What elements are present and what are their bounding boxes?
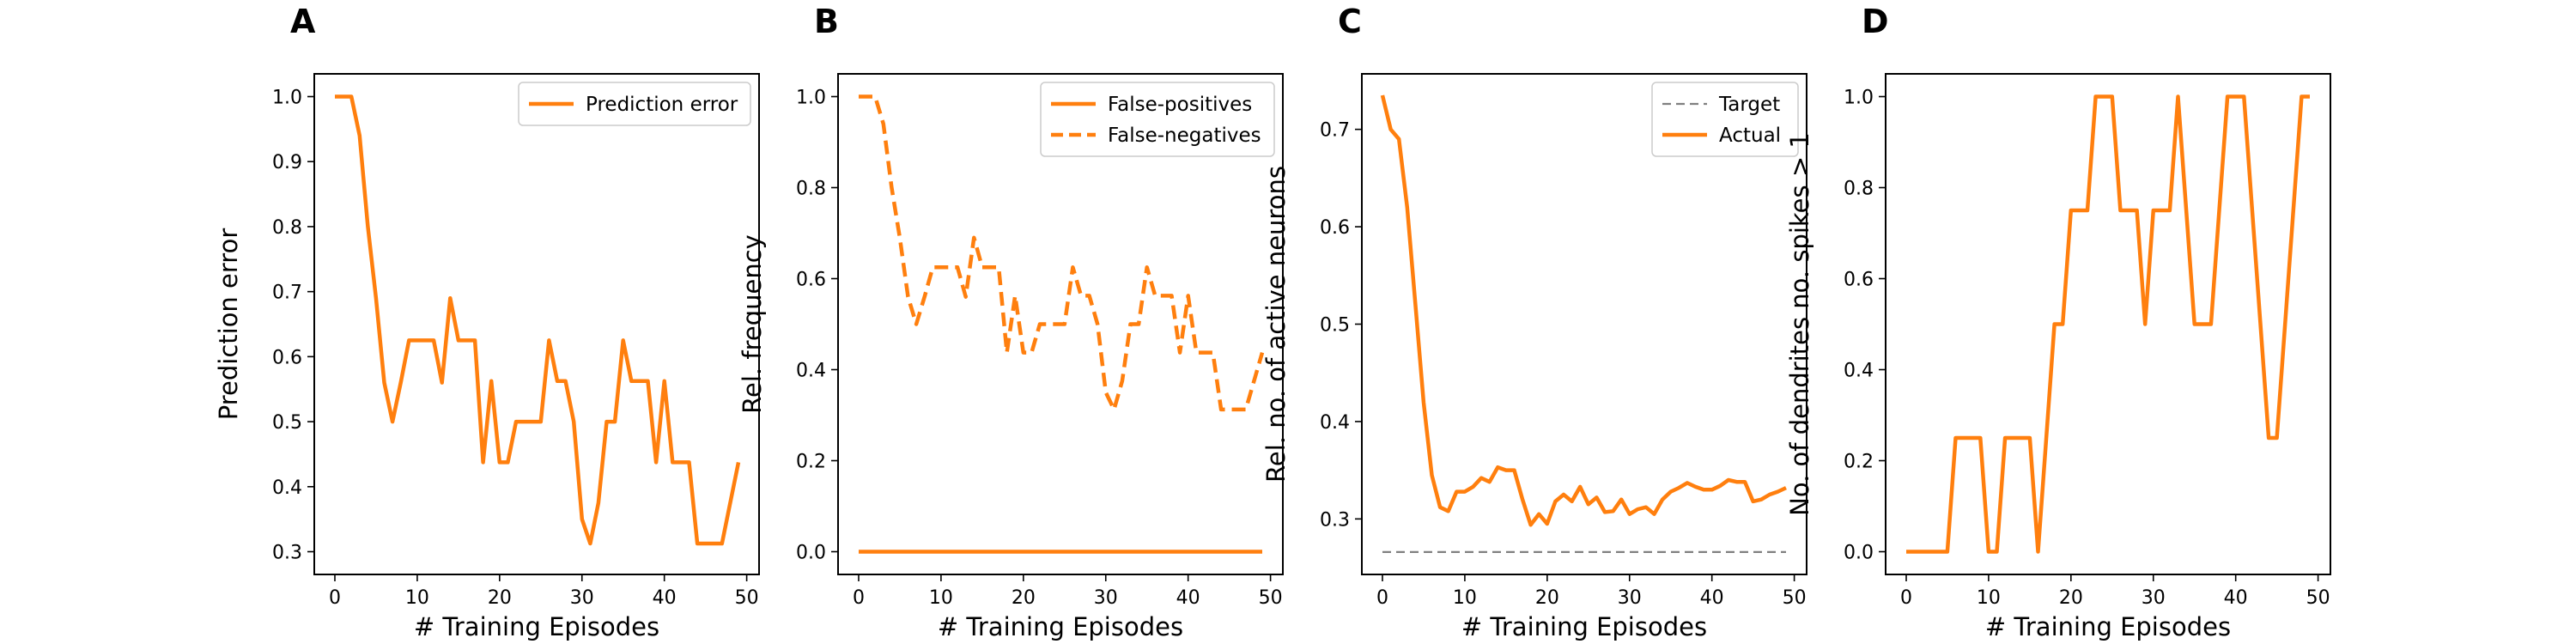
x-tick-label: 10 — [405, 587, 429, 609]
y-tick-label: 0.4 — [1844, 361, 1874, 382]
x-tick-label: 30 — [570, 587, 594, 609]
x-tick-label: 40 — [653, 587, 677, 609]
x-tick-label: 30 — [1618, 587, 1642, 609]
legend: Target Actual — [1651, 82, 1799, 157]
y-tick-label: 0.8 — [272, 217, 302, 239]
x-tick-label: 50 — [2306, 587, 2330, 609]
series-line-actual — [1380, 94, 1787, 527]
y-tick-label: 0.6 — [272, 347, 302, 368]
y-tick-label: 0.5 — [272, 412, 302, 434]
panel-a: A 0 10 20 30 40 50 0.3 0.4 0.5 0.6 0.7 0.8 0.9 1.0 # Tr… — [214, 3, 760, 641]
panel-letter: C — [1338, 3, 1362, 40]
legend-box — [1040, 82, 1275, 157]
x-tick-label: 20 — [488, 587, 512, 609]
y-tick-label: 0.8 — [796, 179, 826, 200]
panel-letter: D — [1862, 3, 1889, 40]
x-tick-label: 40 — [1700, 587, 1724, 609]
legend-box — [1651, 82, 1799, 157]
legend-label: Target — [1718, 94, 1780, 116]
series-line-prediction-error — [335, 94, 741, 546]
y-tick-label: 0.6 — [1844, 270, 1874, 291]
y-axis-label: Prediction error — [214, 228, 243, 421]
legend: Prediction error — [518, 82, 751, 126]
panel-d: D 0 10 20 30 40 50 0.0 0.2 0.4 0.6 0.8 1.0 # Training… — [1785, 3, 2331, 641]
legend-label: Actual — [1719, 125, 1781, 147]
legend: False-positives False-negatives — [1040, 82, 1275, 157]
panel-letter: A — [290, 3, 316, 40]
x-tick-label: 0 — [1376, 587, 1388, 609]
legend-label: Prediction error — [586, 94, 738, 116]
panel-c: C 0 10 20 30 40 50 0.3 0.4 0.5 0.6 0.7 # Training Ep… — [1261, 3, 1807, 641]
x-tick-label: 40 — [1176, 587, 1200, 609]
x-tick-label: 10 — [929, 587, 953, 609]
x-axis-label: # Training Episodes — [1985, 612, 2231, 641]
y-tick-label: 0.7 — [272, 283, 302, 304]
y-tick-label: 0.5 — [1320, 315, 1350, 337]
x-tick-label: 30 — [2142, 587, 2166, 609]
y-tick-label: 1.0 — [272, 88, 302, 109]
y-tick-label: 0.6 — [796, 270, 826, 291]
y-tick-label: 0.8 — [1844, 179, 1874, 200]
legend-label: False-negatives — [1108, 125, 1261, 147]
x-axis-label: # Training Episodes — [414, 612, 659, 641]
panel-letter: B — [814, 3, 839, 40]
legend-label: False-positives — [1108, 94, 1252, 116]
y-tick-label: 0.4 — [272, 477, 302, 499]
x-tick-label: 40 — [2224, 587, 2248, 609]
x-tick-label: 0 — [329, 587, 341, 609]
x-tick-label: 10 — [1453, 587, 1477, 609]
legend-box — [518, 82, 751, 126]
axes-frame — [837, 73, 1284, 575]
y-tick-label: 0.2 — [796, 452, 826, 473]
x-axis-label: # Training Episodes — [938, 612, 1183, 641]
y-tick-label: 0.3 — [272, 543, 302, 564]
x-axis-label: # Training Episodes — [1461, 612, 1707, 641]
y-tick-label: 0.2 — [1844, 452, 1874, 473]
x-tick-label: 0 — [1900, 587, 1912, 609]
y-tick-label: 1.0 — [796, 88, 826, 109]
x-tick-label: 20 — [1012, 587, 1036, 609]
y-tick-label: 0.7 — [1320, 120, 1350, 142]
axes-frame — [1885, 73, 2331, 575]
axes-frame — [313, 73, 760, 575]
y-tick-label: 0.0 — [796, 543, 826, 564]
y-axis-label: Rel. frequency — [738, 234, 767, 414]
y-tick-label: 0.9 — [272, 152, 302, 173]
x-tick-label: 50 — [1783, 587, 1807, 609]
y-tick-label: 0.4 — [796, 361, 826, 382]
x-tick-label: 0 — [853, 587, 865, 609]
x-tick-label: 50 — [735, 587, 759, 609]
y-tick-label: 0.4 — [1320, 412, 1350, 434]
axes-frame — [1361, 73, 1807, 575]
x-tick-label: 50 — [1259, 587, 1283, 609]
x-tick-label: 20 — [1535, 587, 1559, 609]
series-line-false-negatives — [859, 94, 1265, 412]
y-tick-label: 0.6 — [1320, 217, 1350, 239]
panel-b: B 0 10 20 30 40 50 0.0 0.2 0.4 0.6 0.8 1.0 # Training… — [738, 3, 1284, 641]
y-tick-label: 0.3 — [1320, 509, 1350, 531]
y-axis-label: Rel. no. of active neurons — [1261, 166, 1291, 483]
y-axis-label: No. of dendrites no. spikes > 1 — [1785, 132, 1814, 516]
y-tick-label: 1.0 — [1844, 88, 1874, 109]
x-tick-label: 20 — [2059, 587, 2083, 609]
x-tick-label: 30 — [1094, 587, 1118, 609]
series-line-values — [1906, 94, 2310, 554]
y-tick-label: 0.0 — [1844, 543, 1874, 564]
x-tick-label: 10 — [1977, 587, 2001, 609]
